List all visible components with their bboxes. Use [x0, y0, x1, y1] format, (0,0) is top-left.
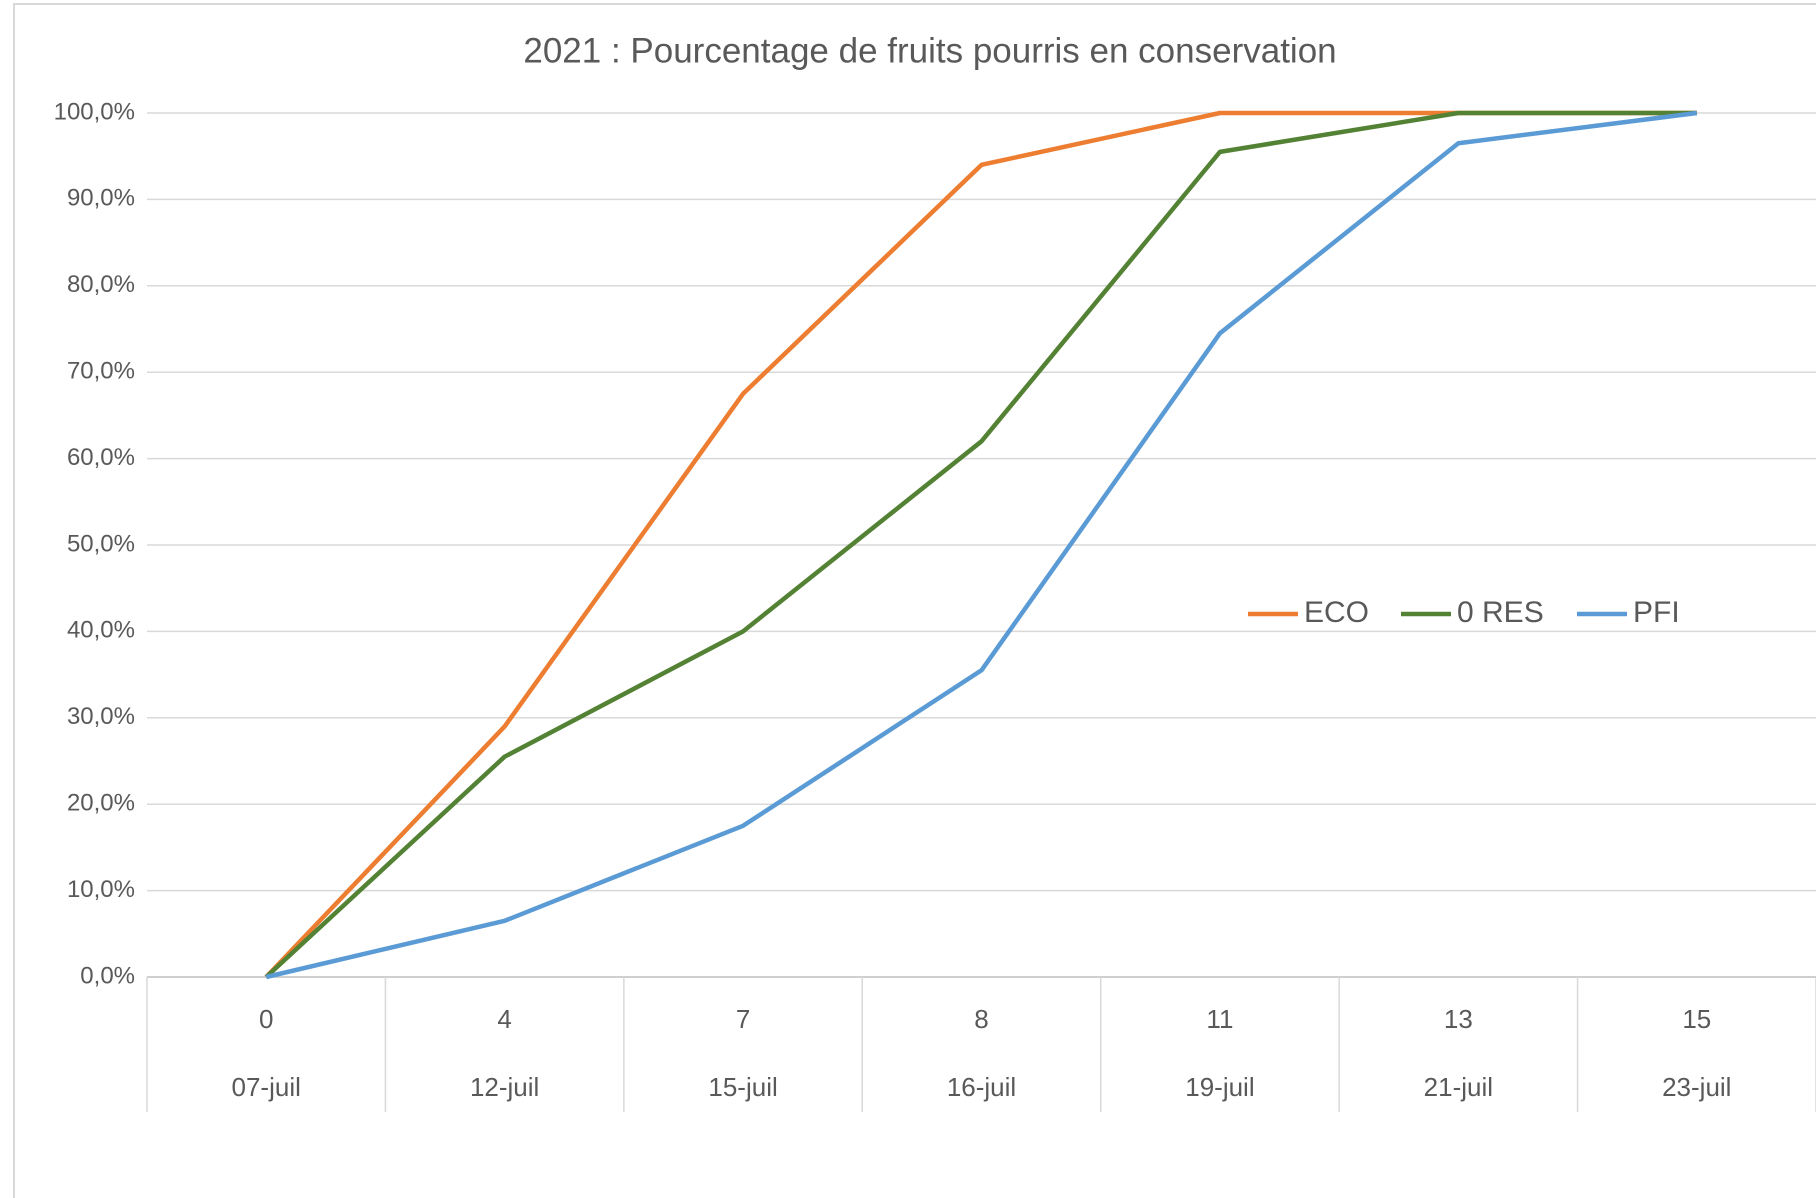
- y-tick-label: 30,0%: [67, 703, 135, 730]
- y-tick-label: 50,0%: [67, 530, 135, 557]
- x-date-label: 16-juil: [947, 1072, 1016, 1102]
- y-tick-label: 0,0%: [80, 962, 135, 989]
- y-tick-label: 40,0%: [67, 617, 135, 644]
- y-tick-label: 60,0%: [67, 444, 135, 471]
- legend-label: 0 RES: [1457, 596, 1544, 629]
- x-tick-label: 13: [1444, 1004, 1473, 1034]
- y-tick-label: 70,0%: [67, 358, 135, 385]
- legend-label: ECO: [1304, 596, 1369, 629]
- x-date-label: 07-juil: [232, 1072, 301, 1102]
- x-date-label: 23-juil: [1662, 1072, 1731, 1102]
- x-date-label: 21-juil: [1424, 1072, 1493, 1102]
- y-tick-label: 80,0%: [67, 271, 135, 298]
- x-date-label: 12-juil: [470, 1072, 539, 1102]
- y-tick-label: 100,0%: [54, 98, 135, 125]
- series-line: [265, 110, 1698, 980]
- legend-label: PFI: [1633, 596, 1680, 629]
- chart-border: [13, 3, 1816, 1198]
- x-date-label: 19-juil: [1185, 1072, 1254, 1102]
- x-tick-label: 7: [736, 1004, 750, 1034]
- y-tick-label: 20,0%: [67, 790, 135, 817]
- x-tick-label: 4: [497, 1004, 511, 1034]
- series-line: [264, 110, 1697, 979]
- x-tick-label: 0: [259, 1004, 273, 1034]
- chart-title: 2021 : Pourcentage de fruits pourris en …: [523, 31, 1336, 70]
- y-tick-label: 10,0%: [67, 876, 135, 903]
- y-tick-label: 90,0%: [67, 185, 135, 212]
- x-date-label: 15-juil: [708, 1072, 777, 1102]
- x-tick-label: 11: [1206, 1004, 1233, 1034]
- x-tick-label: 15: [1682, 1004, 1711, 1034]
- x-tick-label: 8: [974, 1004, 988, 1034]
